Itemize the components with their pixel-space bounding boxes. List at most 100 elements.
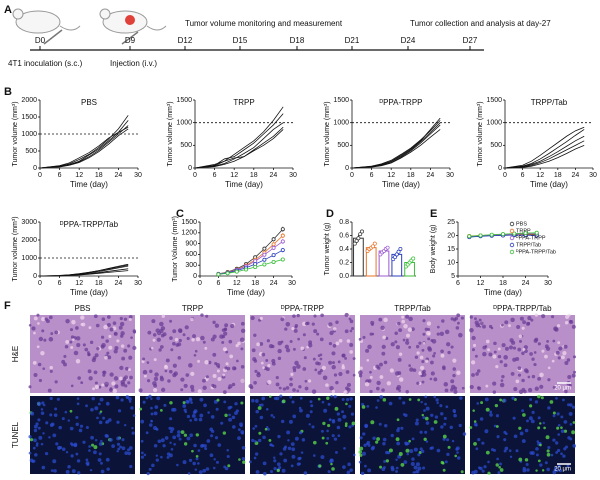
cell	[371, 445, 376, 450]
cell	[328, 342, 333, 346]
cell	[487, 471, 491, 475]
cell	[85, 461, 90, 466]
cell	[212, 352, 217, 357]
cell	[440, 425, 444, 429]
cell	[234, 402, 238, 406]
cell	[425, 440, 429, 443]
cell	[335, 380, 339, 385]
cell	[382, 398, 387, 402]
cell	[369, 389, 373, 394]
cell	[460, 470, 464, 474]
cell	[422, 416, 426, 420]
cell	[33, 424, 38, 429]
cell	[197, 389, 202, 394]
cell	[408, 439, 411, 443]
cell	[473, 469, 478, 474]
y-tick-label: 20	[447, 232, 455, 239]
cell	[475, 372, 479, 376]
cell	[38, 378, 43, 383]
cell	[119, 376, 123, 381]
cell	[515, 379, 520, 384]
cell	[227, 464, 231, 468]
cell	[260, 403, 264, 407]
x-tick-label: 6	[216, 280, 220, 287]
series-line	[39, 126, 129, 169]
micrograph	[469, 394, 577, 475]
cell	[38, 336, 44, 342]
column-label: ᴰPPA-TRPP	[281, 304, 324, 313]
timeline-day: D0	[35, 36, 46, 45]
cell	[454, 316, 459, 321]
cell	[231, 382, 236, 387]
cell	[257, 406, 262, 410]
x-tick-label: 18	[251, 280, 259, 287]
cell	[312, 440, 317, 445]
cell	[471, 373, 475, 377]
series-line	[504, 129, 585, 169]
cell	[50, 469, 54, 472]
cell	[328, 360, 333, 365]
cell	[326, 396, 330, 400]
cell	[152, 338, 156, 342]
cell	[573, 370, 577, 374]
cell	[299, 431, 303, 435]
cell	[507, 324, 511, 328]
cell	[33, 438, 37, 443]
cell	[405, 448, 410, 453]
marker	[523, 231, 528, 236]
cell	[414, 421, 419, 426]
cell	[75, 359, 81, 364]
cell	[167, 379, 171, 383]
cell	[422, 319, 426, 323]
cell	[326, 429, 329, 433]
x-tick-label: 6	[370, 172, 374, 179]
cell	[88, 449, 91, 452]
cell	[77, 471, 81, 475]
cell	[346, 382, 351, 387]
cell	[457, 321, 460, 325]
cell	[547, 378, 551, 382]
cell	[363, 443, 367, 447]
cell	[116, 442, 121, 446]
cell	[75, 452, 79, 456]
cell	[421, 348, 425, 352]
cell	[240, 378, 245, 384]
cell	[333, 437, 338, 441]
cell	[131, 431, 135, 435]
cell	[562, 350, 567, 356]
cell	[150, 397, 153, 401]
cell	[116, 420, 120, 424]
cell	[560, 426, 563, 429]
series-line	[39, 128, 129, 169]
cell	[204, 360, 209, 365]
cell	[169, 319, 173, 323]
cell	[419, 447, 423, 451]
cell	[444, 460, 448, 464]
cell	[75, 422, 80, 427]
cell	[119, 445, 123, 449]
cell	[362, 432, 366, 436]
cell	[199, 413, 204, 418]
cell	[189, 433, 193, 438]
cell	[418, 341, 422, 345]
cell	[177, 356, 182, 360]
cell	[257, 371, 260, 375]
cell	[395, 470, 398, 473]
cell	[289, 382, 293, 387]
cell	[313, 314, 317, 318]
panel-label: B	[4, 86, 12, 98]
cell	[436, 401, 439, 405]
cell	[379, 395, 384, 399]
cell	[129, 464, 133, 469]
cell	[143, 374, 147, 378]
cell	[317, 362, 321, 366]
cell	[419, 355, 424, 360]
cell	[317, 370, 322, 375]
y-tick-label: 1000	[21, 255, 37, 262]
marker	[271, 245, 276, 250]
cell	[563, 344, 568, 349]
cell	[376, 380, 381, 386]
cell	[216, 398, 220, 402]
cell	[112, 388, 118, 394]
cell	[348, 425, 352, 429]
